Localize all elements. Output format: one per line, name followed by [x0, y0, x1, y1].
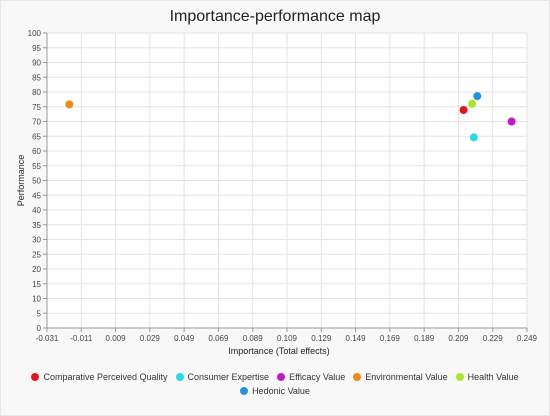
x-tick-label: 0.069 — [208, 334, 229, 343]
chart-legend: Comparative Perceived Quality Consumer Ex… — [0, 372, 550, 396]
scatter-plot: -0.031 -0.011 0.009 0.029 0.049 0.069 0.089 0.1… — [16, 29, 538, 356]
x-tick-label: 0.149 — [346, 334, 367, 343]
y-tick-label: 5 — [37, 309, 42, 318]
y-tick-label: 55 — [32, 162, 41, 171]
chart-title: Importance-performance map — [169, 8, 381, 25]
legend-marker — [277, 373, 286, 381]
x-tick-label: 0.049 — [174, 334, 195, 343]
data-point[interactable] — [469, 133, 478, 142]
y-tick-label: 20 — [32, 265, 41, 274]
x-tick-label: 0.129 — [311, 334, 332, 343]
x-axis-title: Importance (Total effects) — [228, 346, 329, 356]
x-tick-label: 0.249 — [517, 334, 538, 343]
data-point[interactable] — [507, 117, 516, 126]
y-tick-label: 80 — [32, 88, 41, 97]
legend-marker — [31, 373, 40, 381]
y-tick-label: 95 — [32, 44, 41, 53]
y-tick-label: 90 — [32, 59, 41, 68]
data-point[interactable] — [468, 99, 477, 108]
y-tick-label: 85 — [32, 73, 41, 82]
y-tick-label: 60 — [32, 147, 41, 156]
legend-label: Consumer Expertise — [187, 372, 270, 382]
data-point[interactable] — [459, 105, 468, 114]
y-tick-label: 10 — [32, 295, 41, 304]
y-tick-label: 50 — [32, 177, 41, 186]
data-point[interactable] — [65, 100, 74, 109]
legend-label: Comparative Perceived Quality — [43, 372, 168, 382]
legend-item[interactable]: Comparative Perceived Quality — [31, 372, 168, 382]
x-tick-label: 0.109 — [277, 334, 298, 343]
y-tick-label: 75 — [32, 103, 41, 112]
x-tick-label: 0.229 — [483, 334, 504, 343]
y-tick-label: 45 — [32, 191, 41, 200]
y-axis-title: Performance — [16, 155, 26, 207]
y-tick-label: 100 — [28, 29, 42, 38]
x-tick-label: 0.009 — [106, 334, 127, 343]
legend-label: Health Value — [467, 372, 519, 382]
x-tick-label: 0.029 — [140, 334, 161, 343]
legend-item[interactable]: Consumer Expertise — [175, 372, 270, 382]
legend-item[interactable]: Efficacy Value — [277, 372, 345, 382]
y-tick-label: 65 — [32, 132, 41, 141]
y-tick-label: 25 — [32, 250, 41, 259]
x-tick-label: -0.031 — [36, 334, 59, 343]
x-tick-label: -0.011 — [70, 334, 93, 343]
y-tick-label: 0 — [37, 324, 42, 333]
legend-item[interactable]: Health Value — [455, 372, 519, 382]
legend-label: Hedonic Value — [252, 386, 310, 396]
x-tick-label: 0.169 — [380, 334, 401, 343]
x-tick-label: 0.189 — [414, 334, 435, 343]
x-tick-label: 0.209 — [448, 334, 469, 343]
y-tick-label: 35 — [32, 221, 41, 230]
data-point[interactable] — [473, 92, 482, 101]
y-tick-label: 30 — [32, 236, 41, 245]
y-tick-label: 40 — [32, 206, 41, 215]
legend-item[interactable]: Hedonic Value — [240, 386, 310, 396]
legend-marker — [353, 373, 362, 381]
legend-item[interactable]: Environmental Value — [353, 372, 448, 382]
x-tick-label: 0.089 — [243, 334, 264, 343]
y-tick-label: 15 — [32, 280, 41, 289]
legend-marker — [240, 387, 249, 395]
y-tick-label: 70 — [32, 118, 41, 127]
legend-marker — [175, 373, 184, 381]
legend-marker — [455, 373, 464, 381]
legend-label: Environmental Value — [365, 372, 448, 382]
legend-label: Efficacy Value — [289, 372, 346, 382]
